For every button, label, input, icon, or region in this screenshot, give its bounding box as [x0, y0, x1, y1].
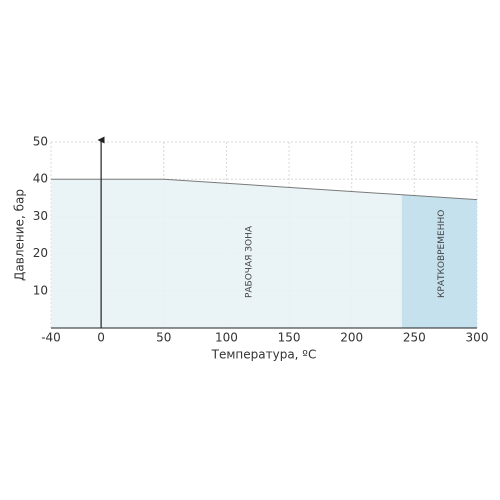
- x-tick-label: 250: [403, 331, 426, 345]
- y-tick-label: 20: [33, 246, 48, 260]
- zone-label: РАБОЧАЯ ЗОНА: [245, 225, 255, 298]
- x-tick-label: -40: [41, 331, 61, 345]
- band-label: КРАТКОВРЕМЕННО: [437, 210, 447, 298]
- x-tick-label: 100: [215, 331, 238, 345]
- area: [51, 179, 477, 328]
- y-tick-label: 40: [33, 172, 48, 186]
- y-axis-label: Давление, бар: [13, 189, 27, 281]
- line: [51, 178, 478, 201]
- y-tick-label: 50: [33, 135, 48, 149]
- band: [401, 179, 477, 328]
- y-tick-label: 10: [33, 283, 48, 297]
- y-tick-label: 30: [33, 209, 48, 223]
- x-tick-label: 150: [278, 331, 301, 345]
- x-tick-label: 50: [156, 331, 171, 345]
- x-tick-label: 0: [97, 331, 105, 345]
- x-tick-label: 300: [466, 331, 489, 345]
- x-tick-label: 200: [340, 331, 363, 345]
- x-axis-label: Температура, ºC: [211, 348, 317, 362]
